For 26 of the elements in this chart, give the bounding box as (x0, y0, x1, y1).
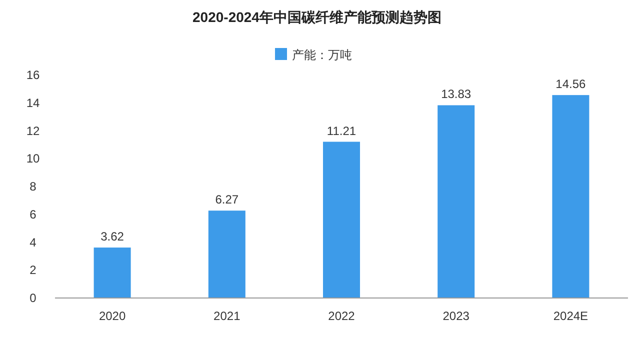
bar (323, 142, 360, 298)
data-label: 11.21 (326, 124, 356, 138)
bar (552, 95, 590, 298)
x-tick-label: 2021 (214, 309, 241, 323)
bar (208, 210, 246, 298)
y-tick-label: 12 (26, 124, 40, 138)
data-label: 13.83 (441, 87, 472, 102)
bar (438, 105, 475, 298)
legend-label: 产能：万吨 (292, 48, 352, 62)
chart-title: 2020-2024年中国碳纤维产能预测趋势图 (192, 9, 442, 25)
data-label: 6.27 (215, 192, 239, 207)
data-label: 14.56 (556, 77, 586, 92)
bar (94, 248, 131, 298)
x-tick-label: 2022 (328, 309, 356, 323)
data-label: 3.62 (100, 230, 124, 244)
y-tick-label: 8 (30, 180, 37, 194)
y-tick-label: 0 (30, 291, 37, 305)
y-tick-label: 2 (30, 263, 37, 278)
y-tick-label: 10 (26, 152, 40, 166)
x-tick-label: 2023 (442, 309, 470, 323)
y-tick-label: 16 (26, 68, 40, 82)
x-tick-label: 2024E (553, 309, 588, 323)
x-tick-label: 2020 (98, 309, 126, 323)
y-tick-label: 6 (30, 207, 37, 222)
y-tick-label: 14 (26, 96, 40, 110)
y-tick-label: 4 (30, 235, 37, 250)
